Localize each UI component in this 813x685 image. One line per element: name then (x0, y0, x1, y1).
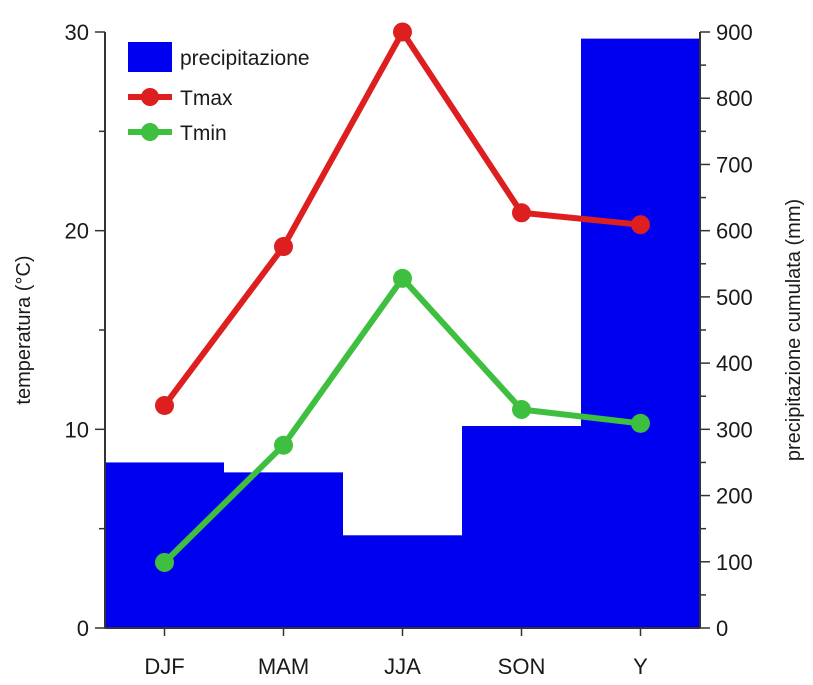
precipitation-bar-djf (105, 462, 224, 628)
right-tick-label: 200 (716, 484, 753, 509)
legend: precipitazione Tmax Tmin (128, 42, 310, 145)
x-tick-label: SON (498, 654, 546, 679)
right-tick-label: 100 (716, 550, 753, 575)
legend-label-tmax: Tmax (180, 87, 233, 110)
left-tick-label: 30 (65, 20, 89, 45)
tmin-point-jja (393, 268, 412, 288)
legend-marker-tmin (141, 123, 159, 141)
precipitation-bar-jja (343, 535, 462, 628)
right-tick-label: 0 (716, 616, 728, 641)
right-tick-label: 700 (716, 152, 753, 177)
right-tick-label: 400 (716, 351, 753, 376)
precipitation-bars (105, 38, 700, 629)
tmin-point-son (512, 399, 531, 419)
x-tick-label: JJA (384, 654, 421, 679)
right-tick-label: 300 (716, 417, 753, 442)
right-tick-label: 800 (716, 86, 753, 111)
legend-swatch-precipitazione (128, 42, 172, 72)
tmin-point-mam (274, 435, 293, 455)
left-tick-label: 0 (77, 616, 89, 641)
temperature-lines (155, 22, 650, 572)
legend-label-tmin: Tmin (180, 122, 227, 145)
x-tick-label: MAM (258, 654, 309, 679)
tmin-point-djf (155, 552, 174, 572)
legend-marker-tmax (141, 88, 159, 106)
left-tick-label: 20 (65, 219, 89, 244)
tmax-line (162, 29, 641, 408)
tmax-point-jja (393, 22, 412, 42)
tmin-point-y (631, 413, 650, 433)
x-tick-label: Y (633, 654, 648, 679)
precipitation-bar-y (581, 38, 700, 629)
x-tick-label: DJF (144, 654, 184, 679)
precipitation-bar-son (462, 426, 581, 628)
right-axis-title: precipitazione cumulata (mm) (783, 199, 805, 461)
tmax-point-mam (274, 237, 293, 257)
left-tick-label: 10 (65, 417, 89, 442)
left-axis-title: temperatura (°C) (13, 255, 35, 404)
right-tick-label: 500 (716, 285, 753, 310)
tmax-point-djf (155, 395, 174, 415)
legend-label-precipitazione: precipitazione (180, 47, 310, 70)
right-tick-label: 900 (716, 20, 753, 45)
tmax-point-son (512, 203, 531, 223)
right-tick-label: 600 (716, 219, 753, 244)
tmax-point-y (631, 215, 650, 235)
precipitation-bar-mam (224, 472, 343, 628)
